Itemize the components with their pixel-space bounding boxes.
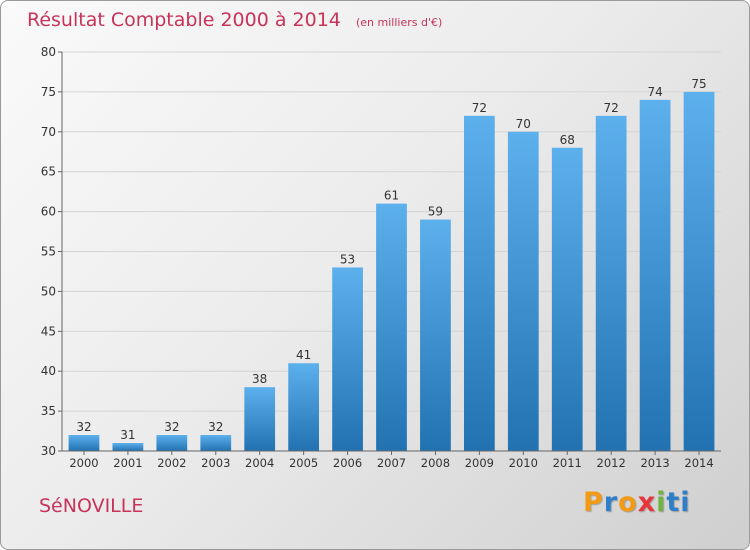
bar-2007	[376, 203, 407, 451]
x-tick-label-2010: 2010	[509, 456, 538, 470]
data-label-2013: 74	[647, 85, 662, 99]
data-label-2002: 32	[164, 420, 179, 434]
y-tick-label-60: 60	[41, 205, 56, 219]
y-tick-label-40: 40	[41, 364, 56, 378]
axes	[58, 51, 721, 455]
bar-2006	[332, 267, 363, 451]
data-label-2004: 38	[252, 372, 267, 386]
x-tick-label-2003: 2003	[201, 456, 230, 470]
bar-2008	[420, 219, 451, 451]
labels: 30 35 40 45 50 55 60 65 70 75 80 32 2000 31 2001 32 2002…	[41, 45, 714, 470]
bar-2004	[244, 387, 276, 451]
x-tick-label-2005: 2005	[289, 456, 318, 470]
x-tick-label-2014: 2014	[684, 456, 713, 470]
data-label-2001: 31	[120, 428, 135, 442]
y-tick-label-30: 30	[41, 444, 56, 458]
x-tick-label-2001: 2001	[113, 456, 142, 470]
data-label-2006: 53	[340, 252, 355, 266]
y-tick-label-45: 45	[41, 324, 56, 338]
data-label-2011: 68	[560, 133, 575, 147]
x-tick-label-2002: 2002	[157, 456, 186, 470]
y-tick-label-35: 35	[41, 404, 56, 418]
x-tick-label-2000: 2000	[69, 456, 98, 470]
data-label-2005: 41	[296, 348, 311, 362]
x-tick-label-2007: 2007	[377, 456, 406, 470]
bar-2002	[156, 435, 188, 451]
x-tick-label-2008: 2008	[421, 456, 450, 470]
bar-2012	[595, 115, 627, 451]
x-tick-label-2004: 2004	[245, 456, 274, 470]
bar-2009	[463, 115, 495, 451]
bar-2000	[68, 435, 100, 451]
data-label-2012: 72	[604, 101, 619, 115]
data-label-2008: 59	[428, 205, 443, 219]
data-label-2010: 70	[516, 117, 531, 131]
x-tick-label-2006: 2006	[333, 456, 362, 470]
data-label-2003: 32	[208, 420, 223, 434]
y-tick-label-50: 50	[41, 284, 56, 298]
bar-2003	[200, 435, 232, 451]
bar-2011	[551, 147, 583, 451]
chart-unit: (en milliers d'€)	[355, 16, 443, 29]
bar-2005	[288, 363, 320, 451]
x-tick-label-2013: 2013	[640, 456, 669, 470]
data-label-2000: 32	[76, 420, 91, 434]
bar-2013	[639, 99, 671, 451]
data-label-2009: 72	[472, 101, 487, 115]
x-tick-label-2009: 2009	[465, 456, 494, 470]
bar-2001	[112, 443, 144, 451]
y-tick-label-70: 70	[41, 125, 56, 139]
bar-2014	[683, 91, 715, 452]
commune-name: SéNOVILLE	[39, 495, 144, 517]
y-tick-label-55: 55	[41, 245, 56, 259]
y-tick-label-75: 75	[41, 85, 56, 99]
y-tick-label-80: 80	[41, 45, 56, 59]
chart-title: Résultat Comptable 2000 à 2014	[27, 9, 341, 31]
y-tick-label-65: 65	[41, 165, 56, 179]
proxiti-logo: Proxiti	[583, 487, 691, 518]
bar-2010	[507, 131, 539, 452]
bars	[68, 91, 715, 452]
x-tick-label-2011: 2011	[553, 456, 582, 470]
chart-title-group: Résultat Comptable 2000 à 2014 (en milli…	[27, 9, 442, 31]
x-tick-label-2012: 2012	[597, 456, 626, 470]
data-label-2014: 75	[691, 77, 706, 91]
data-label-2007: 61	[384, 189, 399, 203]
